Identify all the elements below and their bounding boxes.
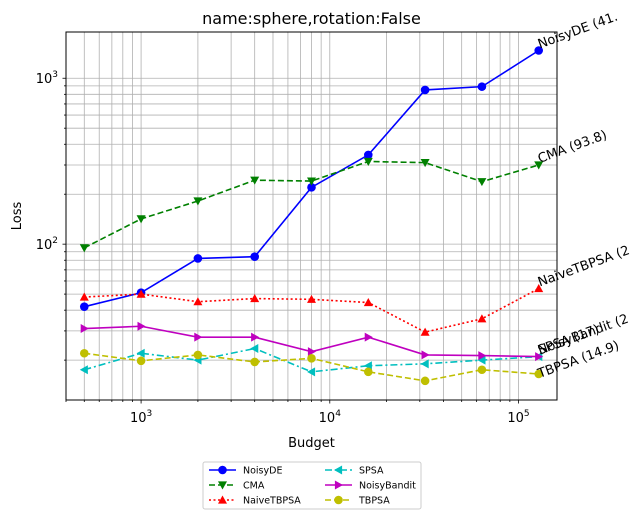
legend-label: NaiveTBPSA (243, 496, 301, 507)
series-naivetbpsa (79, 284, 544, 336)
legend-frame (202, 461, 422, 510)
data-point (307, 354, 316, 363)
series-annotation: NoisyDE (41. (536, 9, 620, 52)
data-point (363, 298, 373, 307)
data-point (420, 327, 430, 336)
data-point (307, 367, 316, 377)
x-tick-label: 105 (507, 409, 529, 426)
data-point (420, 359, 429, 369)
data-point (534, 161, 544, 170)
series-annotation: CMA (93.8) (536, 128, 609, 167)
data-point (307, 177, 316, 186)
legend-item: NaiveTBPSA (209, 495, 301, 507)
data-point (421, 350, 430, 360)
data-point (534, 46, 544, 55)
data-point (334, 465, 343, 475)
legend-label: NoisyDE (243, 466, 282, 477)
data-point (218, 495, 227, 504)
data-point (193, 254, 203, 263)
data-point (334, 495, 343, 505)
data-point (218, 481, 227, 490)
data-point (334, 480, 343, 490)
legend: NoisyDE CMA NaiveTBPSA SPSA NoisyBandit TBPSA (202, 461, 422, 510)
ticks (62, 77, 519, 404)
data-point (250, 294, 260, 303)
series-tbpsa (79, 348, 544, 386)
legend-label: SPSA (359, 466, 384, 477)
data-point (364, 367, 373, 377)
data-point (420, 376, 430, 386)
data-point (364, 150, 373, 160)
data-point (477, 82, 487, 91)
series-line (84, 287, 540, 333)
x-tick-label: 104 (319, 409, 342, 426)
data-point (194, 332, 203, 342)
data-point (307, 294, 316, 303)
data-point (79, 365, 88, 375)
data-point (136, 215, 146, 224)
data-point (477, 178, 487, 187)
chart-title: name:sphere,rotation:False (202, 9, 421, 28)
x-axis-label: Budget (288, 436, 335, 451)
data-point (477, 365, 487, 375)
series-noisyde (79, 46, 544, 311)
data-point (307, 347, 316, 357)
data-point (79, 292, 89, 301)
data-point (250, 357, 259, 367)
data-point (193, 350, 203, 360)
data-point (535, 352, 544, 362)
data-point (193, 297, 203, 306)
data-point (250, 344, 259, 354)
data-point (250, 252, 259, 262)
data-point (251, 332, 260, 342)
series-spsa (79, 344, 543, 377)
grid (65, 32, 557, 400)
data-point (477, 355, 486, 365)
legend-label: NoisyBandit (359, 481, 416, 492)
y-axis-label: Loss (10, 202, 25, 231)
y-tick-label: 103 (36, 70, 58, 87)
legend-item: TBPSA (325, 496, 390, 507)
data-point (79, 348, 89, 358)
data-point (478, 351, 487, 361)
data-point (80, 324, 89, 334)
data-point (420, 159, 430, 168)
x-tick-label: 103 (130, 409, 152, 426)
data-point (218, 465, 227, 475)
data-point (364, 332, 373, 342)
legend-item: NoisyBandit (325, 480, 416, 492)
y-tick-label: 102 (36, 236, 58, 253)
data-point (136, 289, 146, 298)
data-point (137, 321, 146, 331)
series-annotation: NaiveTBPSA (2 (536, 243, 632, 290)
legend-label: TBPSA (358, 496, 390, 507)
legend-label: CMA (243, 481, 265, 492)
data-point (534, 369, 544, 379)
data-point (420, 85, 430, 95)
data-point (136, 348, 145, 358)
data-point (363, 157, 373, 166)
data-point (534, 284, 544, 293)
data-point (477, 314, 487, 323)
series-cma (79, 157, 544, 253)
data-point (79, 244, 89, 253)
data-point (250, 176, 260, 185)
legend-item: NoisyDE (209, 466, 282, 477)
data-point (307, 183, 316, 192)
data-point (79, 302, 89, 311)
data-point (193, 197, 203, 206)
legend-item: CMA (209, 481, 265, 492)
series-noisybandit (80, 321, 544, 362)
legend-item: SPSA (325, 465, 384, 477)
series-line (83, 160, 539, 249)
data-point (136, 356, 146, 366)
